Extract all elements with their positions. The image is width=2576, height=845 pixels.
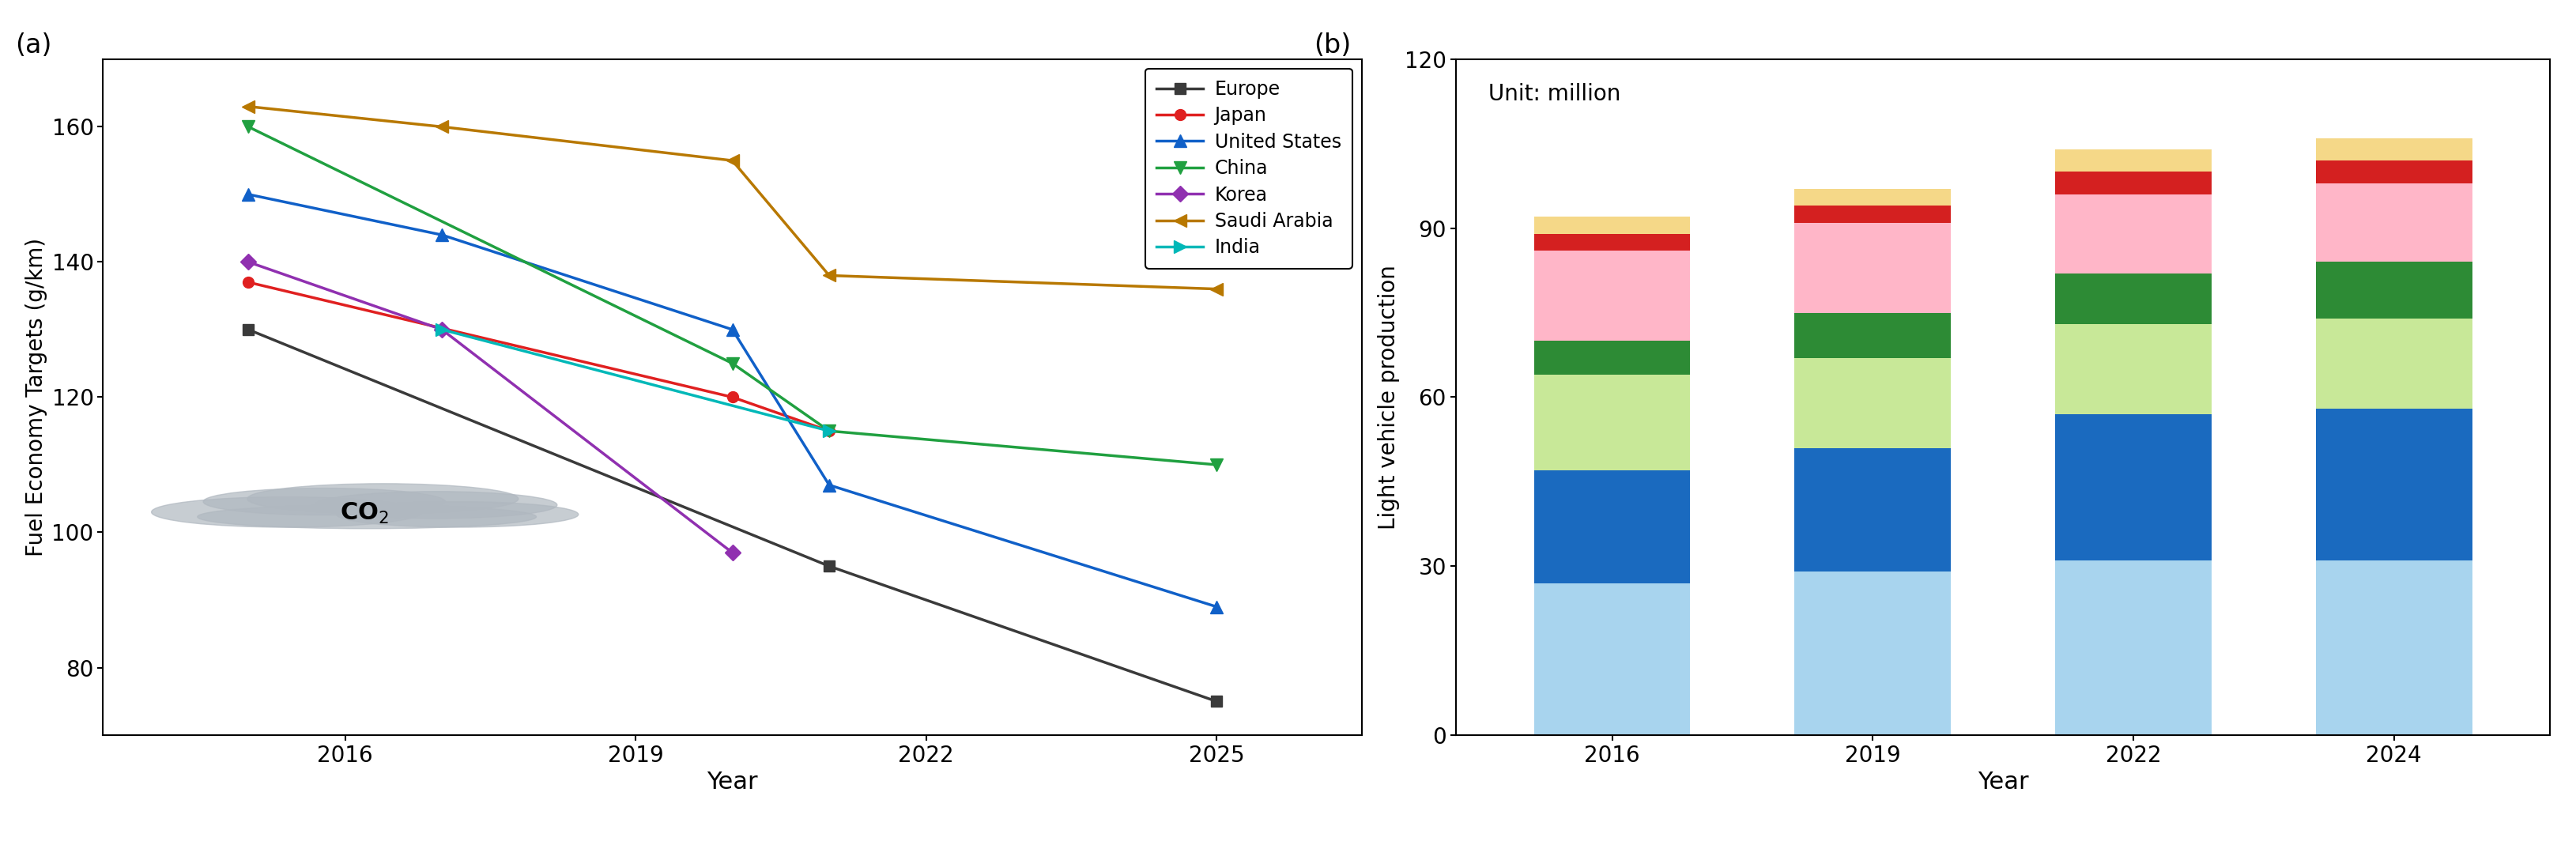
Ellipse shape [204, 488, 446, 515]
Line: Europe: Europe [242, 324, 1221, 706]
Text: Unit: million: Unit: million [1489, 83, 1620, 105]
Korea [232, 257, 263, 267]
Bar [2316, 138, 2473, 161]
Line: India: India [435, 323, 835, 438]
Bar [2056, 414, 2210, 560]
United States [814, 480, 845, 490]
Bar [1533, 583, 1690, 735]
Line: Korea: Korea [242, 257, 737, 558]
Saudi Arabia [716, 155, 747, 166]
Bar [2056, 324, 2210, 414]
Y-axis label: Light vehicle production: Light vehicle production [1378, 264, 1401, 530]
Bar [1533, 234, 1690, 251]
India [428, 324, 459, 335]
Y-axis label: Fuel Economy Targets (g/km): Fuel Economy Targets (g/km) [26, 237, 46, 557]
Legend: Europe, Japan, United States, China, Korea, Saudi Arabia, India: Europe, Japan, United States, China, Kor… [1146, 68, 1352, 269]
Europe [1200, 696, 1231, 706]
Bar [1795, 188, 1950, 205]
Japan [232, 277, 263, 287]
Ellipse shape [152, 497, 422, 527]
Text: CO$_2$: CO$_2$ [340, 501, 389, 526]
Saudi Arabia [428, 122, 459, 132]
Bar [1533, 217, 1690, 234]
United States [716, 324, 747, 335]
Bar [2056, 194, 2210, 273]
Bar [1533, 374, 1690, 471]
Line: Saudi Arabia: Saudi Arabia [242, 100, 1224, 296]
Saudi Arabia [814, 270, 845, 281]
Bar [1533, 341, 1690, 374]
Bar [2316, 319, 2473, 408]
China [1200, 460, 1231, 470]
Bar [1795, 572, 1950, 735]
Europe [232, 324, 263, 335]
Bar [2056, 150, 2210, 172]
Korea [428, 324, 459, 335]
United States [428, 230, 459, 240]
Bar [1795, 222, 1950, 313]
Saudi Arabia [1200, 284, 1231, 294]
Japan [716, 392, 747, 402]
X-axis label: Year: Year [706, 771, 757, 794]
Saudi Arabia [232, 101, 263, 112]
Ellipse shape [314, 492, 556, 519]
India [814, 426, 845, 436]
Japan [814, 426, 845, 436]
Ellipse shape [337, 502, 580, 527]
Bar [1795, 448, 1950, 572]
United States [1200, 602, 1231, 612]
Europe [814, 561, 845, 571]
Bar [2316, 262, 2473, 319]
United States [232, 189, 263, 199]
Line: Japan: Japan [242, 277, 835, 436]
Bar [2056, 172, 2210, 194]
Korea [716, 548, 747, 558]
Bar [1533, 471, 1690, 583]
China [814, 426, 845, 436]
China [232, 122, 263, 132]
Bar [2316, 560, 2473, 735]
Bar [2316, 161, 2473, 183]
Line: China: China [242, 120, 1224, 472]
China [716, 358, 747, 368]
Bar [1795, 205, 1950, 222]
Text: (a): (a) [15, 32, 52, 58]
Line: United States: United States [242, 188, 1224, 613]
Text: (b): (b) [1314, 32, 1350, 58]
Bar [2316, 408, 2473, 560]
X-axis label: Year: Year [1978, 771, 2027, 794]
Ellipse shape [247, 483, 518, 514]
Bar [2056, 560, 2210, 735]
Bar [1795, 313, 1950, 357]
Bar [2316, 183, 2473, 262]
Bar [2056, 273, 2210, 324]
Bar [1533, 251, 1690, 341]
Bar [1795, 357, 1950, 448]
Ellipse shape [198, 505, 536, 529]
